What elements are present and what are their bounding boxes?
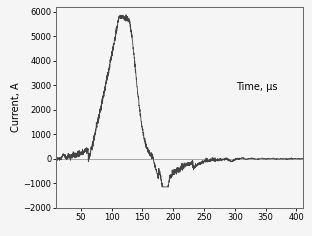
Text: Time, μs: Time, μs [236, 82, 278, 92]
Y-axis label: Current, A: Current, A [11, 83, 21, 132]
